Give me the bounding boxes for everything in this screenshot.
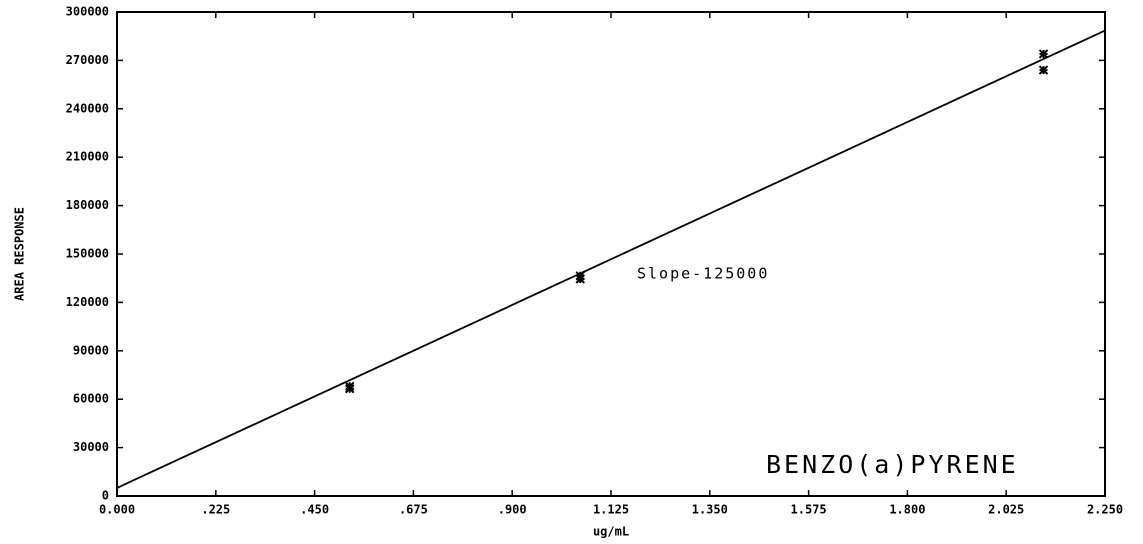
x-tick-label: 2.025 <box>988 503 1024 517</box>
x-tick-label: 2.250 <box>1087 503 1123 517</box>
y-tick-label: 30000 <box>73 440 109 454</box>
x-tick-label: .450 <box>300 503 329 517</box>
data-point <box>345 384 355 394</box>
x-tick-label: 1.800 <box>889 503 925 517</box>
y-tick-label: 90000 <box>73 343 109 357</box>
y-tick-label: 180000 <box>66 198 109 212</box>
x-tick-label: 0.000 <box>99 503 135 517</box>
fit-line <box>116 29 1106 489</box>
x-tick-label: .675 <box>399 503 428 517</box>
data-point <box>1038 49 1049 59</box>
y-tick-label: 120000 <box>66 295 109 309</box>
y-tick-label: 150000 <box>66 247 109 261</box>
y-tick-label: 300000 <box>66 5 109 19</box>
y-tick-label: 240000 <box>66 101 109 115</box>
x-tick-label: 1.125 <box>593 503 629 517</box>
y-tick-label: 270000 <box>66 53 109 67</box>
x-tick-label: .900 <box>498 503 527 517</box>
data-point <box>1038 65 1049 75</box>
x-tick-label: .225 <box>201 503 230 517</box>
y-axis-label: AREA RESPONSE <box>13 207 27 301</box>
x-tick-label: 1.350 <box>692 503 728 517</box>
y-tick-label: 210000 <box>66 150 109 164</box>
plot-frame <box>116 11 1106 497</box>
y-tick-label: 0 <box>102 489 109 503</box>
data-point <box>575 274 585 284</box>
compound-label: BENZO(a)PYRENE <box>766 450 1019 479</box>
annotation: Slope-125000 <box>637 265 769 283</box>
x-tick-label: 1.575 <box>791 503 827 517</box>
y-tick-label: 60000 <box>73 392 109 406</box>
x-axis-label: ug/mL <box>593 525 629 539</box>
